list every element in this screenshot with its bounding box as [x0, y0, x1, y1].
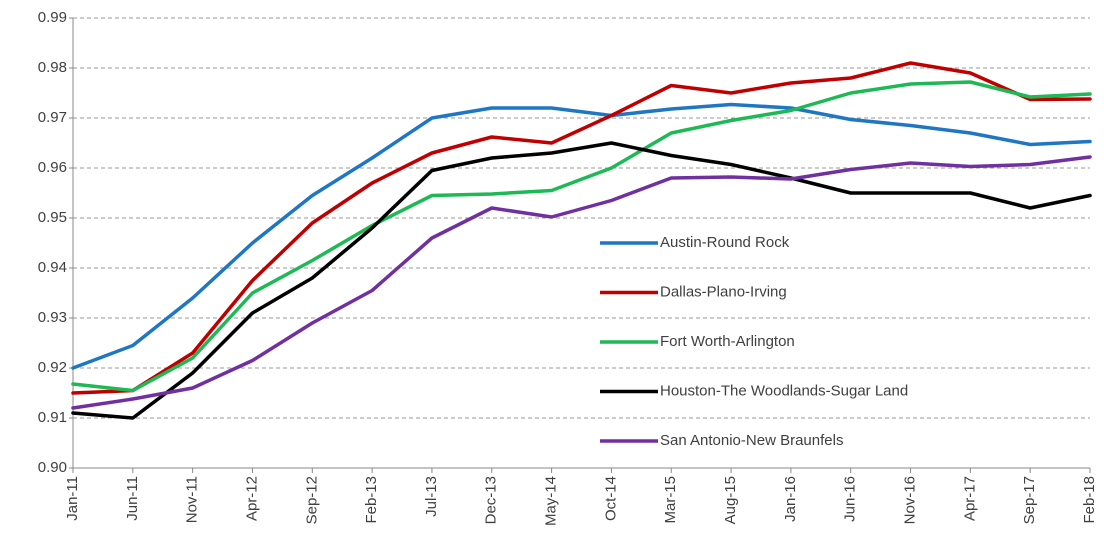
series-line: [71, 80, 1092, 393]
x-tick-label: Apr-12: [243, 476, 260, 521]
y-tick-label: 0.96: [38, 159, 67, 176]
legend-label: Houston-The Woodlands-Sugar Land: [660, 382, 908, 399]
y-tick-label: 0.93: [38, 309, 67, 326]
y-tick-label: 0.97: [38, 109, 67, 126]
x-tick-label: Jan-16: [782, 476, 799, 522]
y-tick-label: 0.91: [38, 409, 67, 426]
y-tick-label: 0.94: [38, 259, 67, 276]
legend-label: San Antonio-New Braunfels: [660, 432, 843, 449]
series-line: [71, 141, 1092, 420]
y-tick-label: 0.92: [38, 359, 67, 376]
x-tick-label: Oct-14: [602, 476, 619, 521]
legend-label: Fort Worth-Arlington: [660, 333, 795, 350]
y-tick-label: 0.98: [38, 59, 67, 76]
legend-label: Dallas-Plano-Irving: [660, 283, 787, 300]
x-tick-label: Apr-17: [961, 476, 978, 521]
x-tick-label: Jul-13: [423, 476, 440, 517]
x-tick-label: Dec-13: [483, 476, 500, 524]
legend-label: Austin-Round Rock: [660, 234, 790, 251]
series-line: [71, 102, 1092, 370]
x-tick-label: Sep-17: [1021, 476, 1038, 524]
x-tick-label: Feb-18: [1081, 476, 1098, 524]
x-tick-label: Nov-11: [184, 476, 201, 523]
x-tick-label: Jun-11: [124, 476, 141, 521]
x-tick-label: May-14: [543, 476, 560, 526]
x-tick-label: Mar-15: [662, 476, 679, 524]
y-tick-label: 0.90: [38, 459, 67, 476]
x-tick-label: Jan-11: [64, 476, 81, 521]
x-tick-label: Sep-12: [303, 476, 320, 524]
x-tick-label: Nov-16: [901, 476, 918, 524]
series-line: [71, 61, 1092, 395]
x-tick-label: Jun-16: [842, 476, 859, 522]
y-tick-label: 0.99: [38, 9, 67, 26]
series-line: [71, 155, 1092, 410]
y-tick-label: 0.95: [38, 209, 67, 226]
x-tick-label: Aug-15: [722, 476, 739, 524]
x-tick-label: Feb-13: [363, 476, 380, 524]
